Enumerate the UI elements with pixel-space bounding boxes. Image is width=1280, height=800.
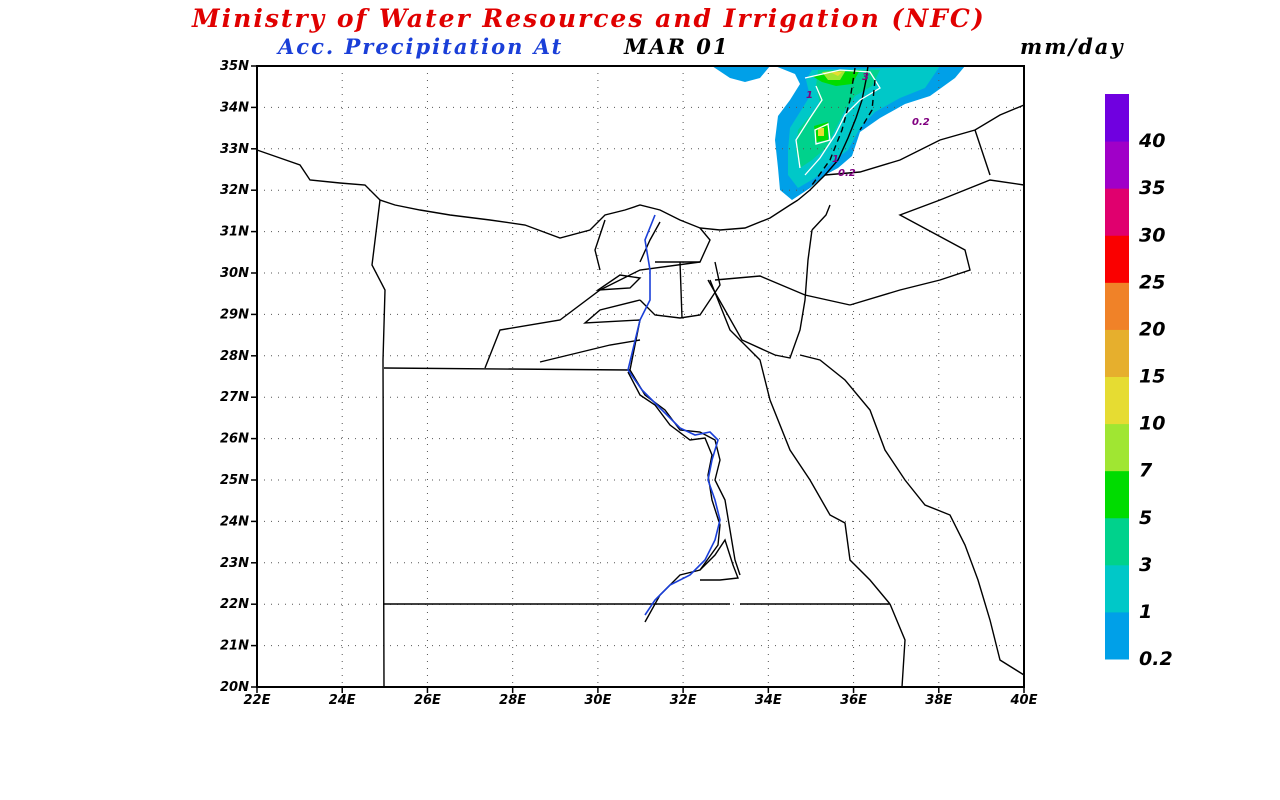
unit-label: mm/day [1020,34,1125,59]
lat-label: 35N [220,59,249,74]
colorbar-swatch [1105,188,1129,236]
colorbar-swatch [1105,470,1129,519]
colorbar-label: 30 [1139,224,1165,246]
colorbar-swatch [1105,517,1129,566]
lon-label: 40E [1010,693,1038,708]
contour-label: 0.2 [838,168,856,179]
lon-label: 36E [840,693,867,708]
longitude-axis: 22E 24E 26E 28E 30E 32E 34E 36E 38E 40E [244,687,1038,708]
colorbar-label: 15 [1139,366,1165,388]
lat-label: 26N [220,432,249,447]
colorbar-label: 0.2 [1139,648,1173,670]
colorbar-swatch [1105,611,1129,660]
colorbar-swatch [1105,141,1129,189]
lat-label: 31N [220,225,249,240]
colorbar-swatch [1105,282,1129,330]
colorbar-swatch [1105,94,1129,142]
lat-label: 20N [220,680,249,695]
lat-label: 30N [220,266,249,281]
lon-label: 24E [329,693,356,708]
lon-label: 30E [584,693,611,708]
lat-label: 22N [220,597,249,612]
map-frame [256,65,1025,688]
map-title: Ministry of Water Resources and Irrigati… [192,4,986,33]
lon-label: 34E [755,693,782,708]
lon-label: 28E [499,693,526,708]
lat-label: 28N [220,349,249,364]
colorbar-label: 25 [1139,271,1165,293]
fronts [811,67,876,186]
colorbar-label: 10 [1139,413,1165,435]
colorbar-label: 20 [1139,318,1165,340]
lat-label: 24N [220,514,249,529]
precip-shading [712,66,965,200]
contour-label: 1 [806,90,813,101]
lat-label: 27N [220,390,249,405]
lon-label: 38E [925,693,952,708]
grid-lines [257,66,1024,687]
colorbar-label: 35 [1139,177,1165,199]
colorbar-label: 5 [1139,507,1152,529]
colorbar-swatch [1105,564,1129,613]
colorbar-swatch [1105,235,1129,283]
nile-river [627,214,721,616]
lon-label: 22E [244,693,271,708]
borders [256,65,1025,688]
latitude-axis: 20N 21N 22N 23N 24N 25N 26N 27N 28N 29N 30N 31N 32N 3… [220,59,257,695]
lat-label: 34N [220,100,249,115]
contour-label: 0.2 [912,117,930,128]
colorbar-label: 7 [1139,460,1153,482]
date-label: MAR 01 [624,34,730,59]
contour-label: 3 [862,72,869,83]
lat-label: 33N [220,142,249,157]
colorbar-label: 1 [1139,601,1152,623]
lat-label: 23N [220,556,249,571]
colorbar-label: 40 [1138,130,1165,152]
contour-label: 1 [832,154,839,165]
colorbar-swatch [1105,329,1129,377]
precip-contours [795,69,881,176]
contour-labels: 1 3 0.2 1 0.2 [806,72,930,179]
lon-label: 32E [670,693,697,708]
lat-label: 32N [220,183,249,198]
lat-label: 25N [220,473,249,488]
colorbar-swatch [1105,376,1129,425]
lat-label: 21N [220,639,249,654]
colorbar-label: 3 [1139,554,1152,576]
subtitle-prefix: Acc. Precipitation At [278,34,564,59]
lat-label: 29N [220,307,249,322]
lon-label: 26E [414,693,441,708]
colorbar-swatch [1105,423,1129,472]
